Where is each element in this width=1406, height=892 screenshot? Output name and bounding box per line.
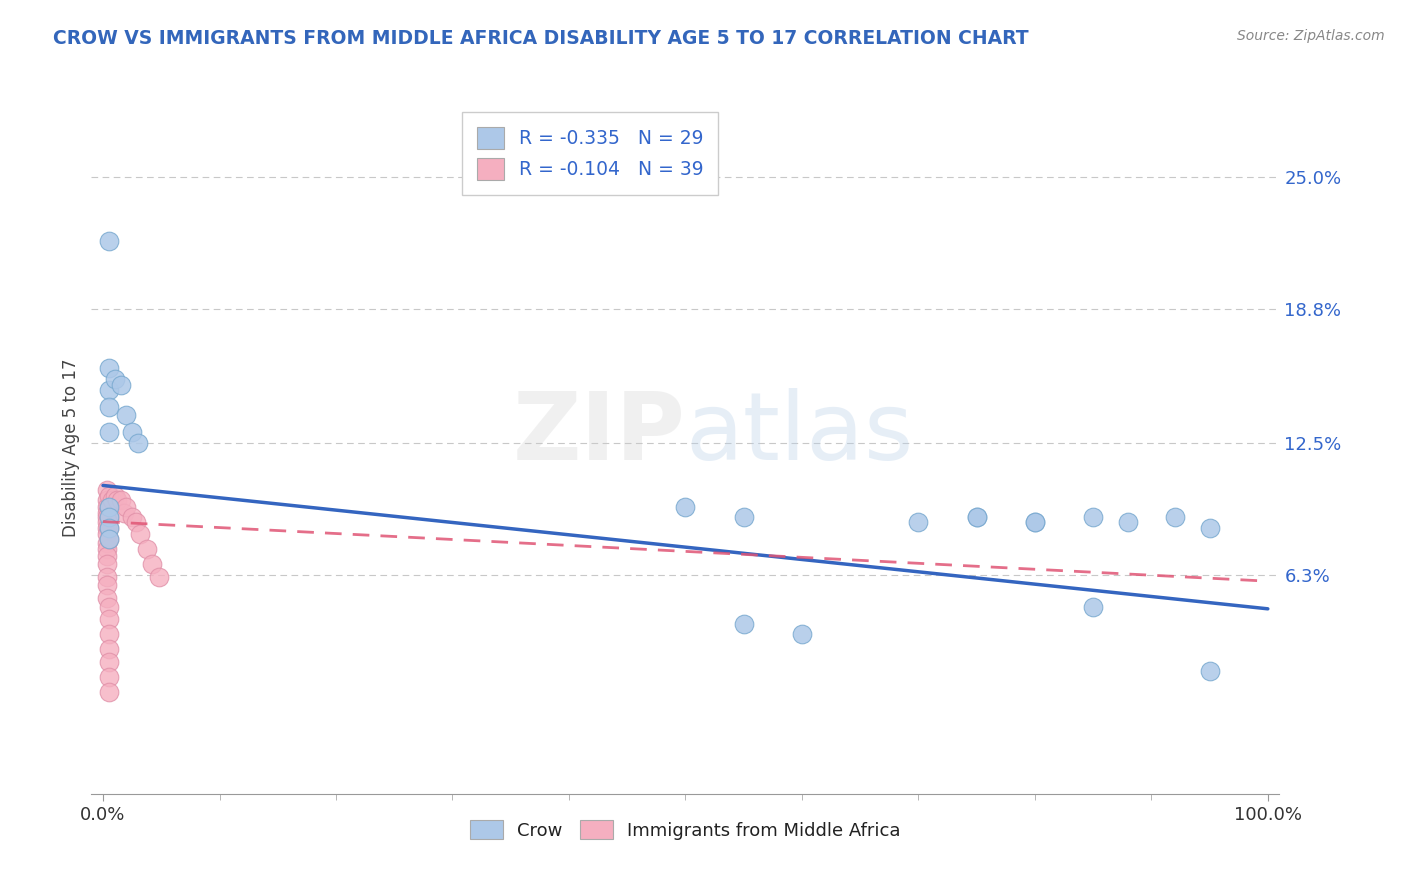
Point xyxy=(112,506,135,520)
Point xyxy=(96,510,118,524)
Point xyxy=(136,542,159,557)
Point xyxy=(733,616,755,631)
Point xyxy=(96,493,118,508)
Point xyxy=(733,510,755,524)
Point xyxy=(966,510,988,524)
Point xyxy=(97,612,120,626)
Point xyxy=(97,500,120,514)
Text: ZIP: ZIP xyxy=(513,388,685,481)
Point xyxy=(110,378,132,392)
Point xyxy=(97,521,120,535)
Point xyxy=(96,578,118,592)
Point xyxy=(121,510,143,524)
Point xyxy=(96,542,118,557)
Point xyxy=(1116,515,1139,529)
Text: Source: ZipAtlas.com: Source: ZipAtlas.com xyxy=(1237,29,1385,43)
Point xyxy=(96,506,118,520)
Point xyxy=(97,510,120,524)
Point xyxy=(790,627,813,641)
Point xyxy=(97,532,120,546)
Point xyxy=(97,510,120,524)
Point xyxy=(97,521,120,535)
Point xyxy=(129,527,152,541)
Point xyxy=(97,400,120,414)
Point xyxy=(673,500,696,514)
Point xyxy=(96,591,118,606)
Point xyxy=(104,489,127,503)
Point xyxy=(115,500,138,514)
Point xyxy=(97,655,120,669)
Point xyxy=(96,521,118,535)
Point xyxy=(97,234,120,248)
Point xyxy=(907,515,929,529)
Point xyxy=(1024,515,1046,529)
Point xyxy=(104,372,127,386)
Point xyxy=(141,557,163,571)
Point xyxy=(97,642,120,657)
Point xyxy=(96,500,118,514)
Text: atlas: atlas xyxy=(685,388,914,481)
Point xyxy=(97,383,120,397)
Legend: R = -0.335   N = 29, R = -0.104   N = 39: R = -0.335 N = 29, R = -0.104 N = 39 xyxy=(463,112,718,194)
Point xyxy=(96,515,118,529)
Point xyxy=(96,570,118,584)
Point xyxy=(115,409,138,423)
Y-axis label: Disability Age 5 to 17: Disability Age 5 to 17 xyxy=(62,359,80,538)
Point xyxy=(97,532,120,546)
Point xyxy=(97,425,120,440)
Point xyxy=(97,670,120,684)
Point xyxy=(97,500,120,514)
Point xyxy=(1198,664,1220,678)
Point xyxy=(121,425,143,440)
Point xyxy=(97,361,120,376)
Point xyxy=(96,536,118,550)
Point xyxy=(97,685,120,699)
Point xyxy=(96,483,118,497)
Point xyxy=(1198,521,1220,535)
Point xyxy=(105,493,128,508)
Point xyxy=(96,549,118,563)
Point xyxy=(1163,510,1185,524)
Point xyxy=(1081,599,1104,614)
Point xyxy=(97,627,120,641)
Point xyxy=(110,493,132,508)
Point xyxy=(101,493,124,508)
Point xyxy=(1081,510,1104,524)
Point xyxy=(124,515,146,529)
Point xyxy=(127,436,149,450)
Point xyxy=(97,599,120,614)
Point xyxy=(96,557,118,571)
Point xyxy=(148,570,170,584)
Point xyxy=(97,489,120,503)
Point xyxy=(96,527,118,541)
Point xyxy=(1024,515,1046,529)
Point xyxy=(966,510,988,524)
Text: CROW VS IMMIGRANTS FROM MIDDLE AFRICA DISABILITY AGE 5 TO 17 CORRELATION CHART: CROW VS IMMIGRANTS FROM MIDDLE AFRICA DI… xyxy=(53,29,1029,47)
